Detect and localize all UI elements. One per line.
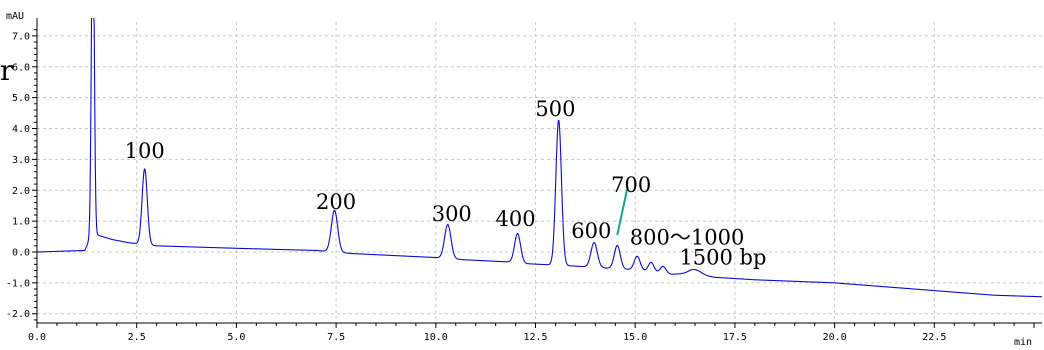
x-tick-label: 0.0 [28,332,46,343]
x-tick-label: 17.5 [723,332,747,343]
x-unit-label: min [1014,337,1032,348]
x-tick-label: 2.5 [128,332,146,343]
y-tick-label: 1.0 [12,217,30,228]
trace-layer [37,18,1042,298]
x-tick-label: 7.5 [327,332,345,343]
peak-label: 400 [496,207,536,231]
y-tick-label: 3.0 [12,155,30,166]
y-tick-label: 4.0 [12,124,30,135]
y-unit-label: mAU [6,11,24,22]
x-tick-label: 12.5 [523,332,547,343]
x-tick-label: 15.0 [623,332,647,343]
peak-label: 1500 bp [679,245,766,269]
clipped-label-fragment: r [0,54,14,87]
peak-700-marker [616,188,629,236]
peak-label: 100 [125,139,165,163]
x-tick-label: 20.0 [823,332,847,343]
y-tick-label: -1.0 [6,278,30,289]
x-tick-label: 10.0 [424,332,448,343]
chromatogram-trace [37,18,1042,298]
peak-label: 500 [535,97,575,121]
x-tick-label: 5.0 [227,332,245,343]
y-tick-label: 0.0 [12,247,30,258]
peak-label: 800～1000 [630,225,745,249]
peak-label: 700 [611,173,651,197]
peak-label: 200 [316,190,356,214]
grid-lines [37,22,1042,323]
y-tick-label: 7.0 [12,31,30,42]
y-tick-label: -2.0 [6,309,30,320]
axes: 0.0 2.5 5.0 7.5 10.0 12.5 15.0 17.5 20.0 22.5 7.0 6… [6,18,1042,343]
y-tick-label: 2.0 [12,186,30,197]
peak-label: 300 [432,202,472,226]
y-tick-label: 5.0 [12,93,30,104]
x-tick-label: 22.5 [922,332,946,343]
y-tick-label: 6.0 [12,62,30,73]
peak-label: 600 [571,219,611,243]
